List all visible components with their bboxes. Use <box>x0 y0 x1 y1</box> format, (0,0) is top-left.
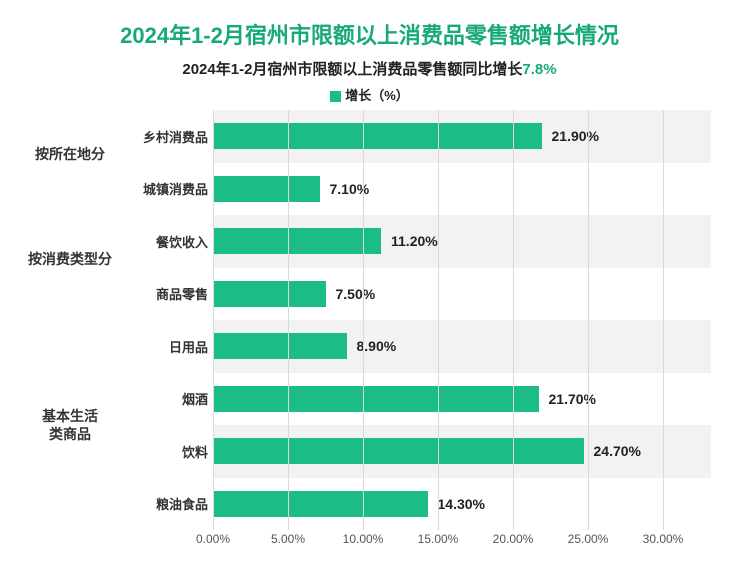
chart-container: 2024年1-2月宿州市限额以上消费品零售额增长情况 2024年1-2月宿州市限… <box>0 0 739 582</box>
gridline <box>663 110 664 530</box>
bar-value-label: 7.50% <box>336 286 376 302</box>
row-label: 乡村消费品 <box>123 127 208 146</box>
x-tick-label: 10.00% <box>343 532 384 546</box>
gridline <box>213 110 214 530</box>
bar <box>213 123 542 149</box>
chart-title: 2024年1-2月宿州市限额以上消费品零售额增长情况 <box>28 18 711 50</box>
gridline <box>288 110 289 530</box>
row-label: 烟酒 <box>123 389 208 408</box>
x-tick-label: 15.00% <box>418 532 459 546</box>
row-label: 粮油食品 <box>123 494 208 513</box>
bar <box>213 176 320 202</box>
subtitle-value: 7.8% <box>522 61 556 78</box>
subtitle-prefix: 2024年1-2月宿州市限额以上消费品零售额同比增长 <box>182 61 522 78</box>
group-label: 按消费类型分 <box>25 250 115 268</box>
chart-legend: 增长（%） <box>28 85 711 104</box>
bar <box>213 281 326 307</box>
plot-area: 乡村消费品21.90%城镇消费品7.10%按所在地分餐饮收入11.20%商品零售… <box>118 110 711 550</box>
row-label: 商品零售 <box>123 284 208 303</box>
x-tick-label: 25.00% <box>568 532 609 546</box>
group-label: 按所在地分 <box>25 145 115 163</box>
row-label: 城镇消费品 <box>123 179 208 198</box>
x-tick-label: 0.00% <box>196 532 230 546</box>
bar <box>213 491 428 517</box>
legend-label: 增长（%） <box>345 88 409 103</box>
bar <box>213 228 381 254</box>
gridline <box>588 110 589 530</box>
row-label: 饮料 <box>123 442 208 461</box>
bar <box>213 386 539 412</box>
bar <box>213 438 584 464</box>
legend-swatch <box>330 91 341 102</box>
x-tick-label: 5.00% <box>271 532 305 546</box>
row-label: 日用品 <box>123 337 208 356</box>
gridline <box>513 110 514 530</box>
group-label: 基本生活类商品 <box>25 407 115 443</box>
x-tick-label: 20.00% <box>493 532 534 546</box>
bar-value-label: 14.30% <box>438 496 485 512</box>
bar-value-label: 11.20% <box>391 233 438 249</box>
bar-value-label: 24.70% <box>594 443 641 459</box>
gridline <box>363 110 364 530</box>
x-axis: 0.00%5.00%10.00%15.00%20.00%25.00%30.00% <box>213 530 711 550</box>
bar <box>213 333 347 359</box>
row-label: 餐饮收入 <box>123 232 208 251</box>
bar-value-label: 21.90% <box>552 128 599 144</box>
chart-subtitle: 2024年1-2月宿州市限额以上消费品零售额同比增长7.8% <box>28 58 711 79</box>
gridline <box>438 110 439 530</box>
bars-zone: 乡村消费品21.90%城镇消费品7.10%按所在地分餐饮收入11.20%商品零售… <box>213 110 711 530</box>
x-tick-label: 30.00% <box>643 532 684 546</box>
